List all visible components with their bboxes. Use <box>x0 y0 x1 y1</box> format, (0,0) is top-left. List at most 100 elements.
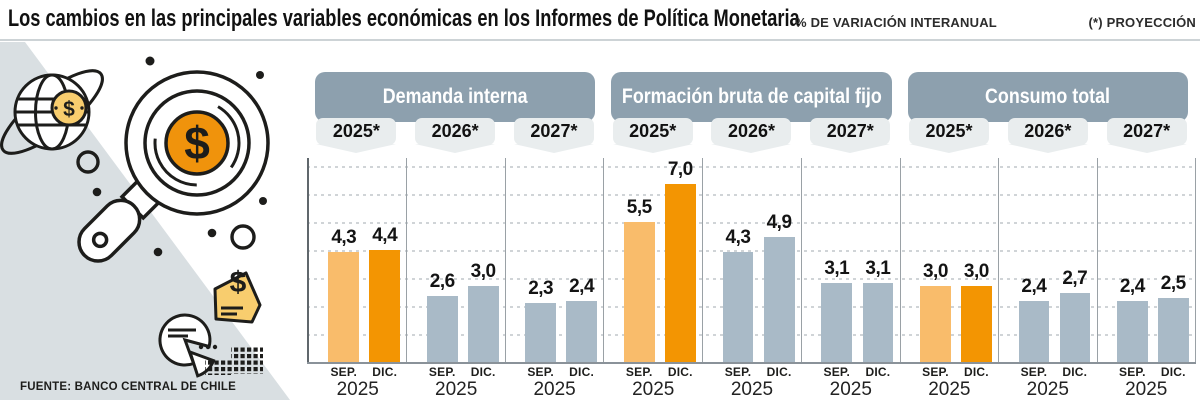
bar-sep <box>623 221 655 362</box>
bar-sep <box>1117 300 1148 362</box>
bar-sep <box>722 252 754 362</box>
ellipsis-dots <box>198 344 218 350</box>
x-axis-series-label: DIC. <box>963 365 989 379</box>
year-tab: 2025* <box>612 118 693 153</box>
page-title: Los cambios en las principales variables… <box>8 5 1050 33</box>
bar-value: 7,0 <box>667 158 693 180</box>
bar-value: 2,4 <box>569 275 595 297</box>
x-axis-series-label: SEP. <box>625 365 653 379</box>
x-axis-series-label: DIC. <box>470 365 496 379</box>
year-tab: 2027* <box>810 118 891 153</box>
year-tab-label: 2025* <box>909 118 990 145</box>
x-axis-year-label: 2025 <box>435 379 478 400</box>
bar-value: 2,3 <box>528 278 554 300</box>
group-title: Demanda interna <box>382 85 528 108</box>
x-axis-year-label: 2025 <box>533 379 576 400</box>
year-panels: 4,3 SEP. 4,4 DIC. 2025 2,6 SEP. 3,0 DIC. 2025 2,3 S… <box>307 158 603 400</box>
year-tabs: 2025* 2026* 2027* <box>603 118 899 156</box>
x-axis-series-label: DIC. <box>372 365 398 379</box>
chart-group-demanda-interna: Demanda interna 2025* 2026* 2027* 4,3 SEP. 4… <box>307 45 603 405</box>
year-tab-point <box>909 144 990 153</box>
x-axis-series-label: SEP. <box>823 365 851 379</box>
bar-sep <box>525 303 557 362</box>
svg-text:$: $ <box>230 266 247 299</box>
bar-sep <box>821 282 853 362</box>
year-tab-point <box>612 144 693 153</box>
year-panel: 3,0 SEP. 3,0 DIC. 2025 <box>899 158 998 400</box>
projection-note: (*) PROYECCIÓN <box>1088 15 1196 30</box>
year-panels: 5,5 SEP. 7,0 DIC. 2025 4,3 SEP. 4,9 DIC. 2025 3,1 S… <box>603 158 900 400</box>
group-header-band: Formación bruta de capital fijo <box>611 72 892 122</box>
x-axis-year-label: 2025 <box>632 379 675 400</box>
year-tab-point <box>1007 144 1088 153</box>
year-tab-label: 2025* <box>316 118 397 145</box>
year-tab: 2026* <box>415 118 496 153</box>
magnifier-dollar-icon: $ <box>77 70 270 263</box>
bar-sep <box>920 285 951 362</box>
year-tab-label: 2027* <box>1106 118 1187 145</box>
year-panel: 3,1 SEP. 3,1 DIC. 2025 <box>800 158 900 400</box>
page-title-text: Los cambios en las principales variables… <box>8 5 800 32</box>
bar-value: 4,4 <box>372 224 398 246</box>
year-panel: 5,5 SEP. 7,0 DIC. 2025 <box>603 158 702 400</box>
x-axis-year-label: 2025 <box>829 379 872 400</box>
dollar-coin-icon: $ <box>50 89 88 127</box>
year-tab-point <box>1106 144 1187 153</box>
x-axis-year-label: 2025 <box>730 379 774 400</box>
year-tabs: 2025* 2026* 2027* <box>307 118 603 156</box>
x-axis-series-label: DIC. <box>865 365 891 379</box>
coin-grid-icon <box>205 346 263 375</box>
bar-value: 5,5 <box>626 196 652 218</box>
bar-dic <box>664 183 696 362</box>
x-axis-series-label: DIC. <box>569 365 594 379</box>
bar-value: 4,3 <box>725 227 751 249</box>
year-panel: 2,4 SEP. 2,7 DIC. 2025 <box>998 158 1096 400</box>
svg-text:$: $ <box>63 98 75 121</box>
x-axis-year-label: 2025 <box>1125 379 1168 400</box>
year-tab-label: 2027* <box>513 118 594 145</box>
year-tab-point <box>810 144 891 153</box>
x-axis-series-label: SEP. <box>330 365 358 379</box>
header-divider <box>0 39 1200 41</box>
x-axis-series-label: SEP. <box>527 365 554 379</box>
year-tab-label: 2026* <box>711 118 792 145</box>
bar-value: 2,7 <box>1062 268 1088 290</box>
bar-value: 3,1 <box>865 257 891 279</box>
bar-value: 2,5 <box>1160 273 1186 295</box>
svg-text:$: $ <box>184 117 210 169</box>
economy-illustration: $ $ <box>0 42 290 400</box>
x-axis-series-label: DIC. <box>1062 365 1088 379</box>
year-tab: 2027* <box>1106 118 1187 153</box>
bar-sep <box>426 295 458 362</box>
year-tab-label: 2027* <box>810 118 891 145</box>
bar-dic <box>1157 298 1189 362</box>
year-tab-point <box>513 144 594 153</box>
bar-dic <box>1059 293 1091 362</box>
bar-value: 4,3 <box>331 227 357 249</box>
bar-value: 3,0 <box>470 260 496 282</box>
bar-dic <box>763 237 795 362</box>
group-title: Formación bruta de capital fijo <box>621 85 882 108</box>
x-axis-year-label: 2025 <box>336 379 379 400</box>
year-tab: 2027* <box>513 118 594 153</box>
bar-value: 2,6 <box>429 270 455 292</box>
decorative-dots <box>92 56 267 257</box>
x-axis-series-label: SEP. <box>428 365 456 379</box>
group-header-band: Consumo total <box>907 72 1188 122</box>
year-tab-point <box>316 144 397 153</box>
x-axis-series-label: DIC. <box>1160 365 1186 379</box>
bar-value: 2,4 <box>1021 275 1047 297</box>
year-tab: 2025* <box>909 118 990 153</box>
year-tab-label: 2026* <box>415 118 496 145</box>
year-tab-point <box>415 144 496 153</box>
bar-dic <box>369 249 401 362</box>
chart-area: Demanda interna 2025* 2026* 2027* 4,3 SEP. 4… <box>307 45 1196 405</box>
year-panel: 2,6 SEP. 3,0 DIC. 2025 <box>406 158 504 400</box>
x-axis-line <box>307 362 1196 364</box>
year-panel: 4,3 SEP. 4,4 DIC. 2025 <box>307 158 406 400</box>
bar-dic <box>862 282 894 362</box>
bar-value: 2,4 <box>1119 275 1145 297</box>
x-axis-year-label: 2025 <box>928 379 971 400</box>
year-tab-label: 2025* <box>612 118 693 145</box>
